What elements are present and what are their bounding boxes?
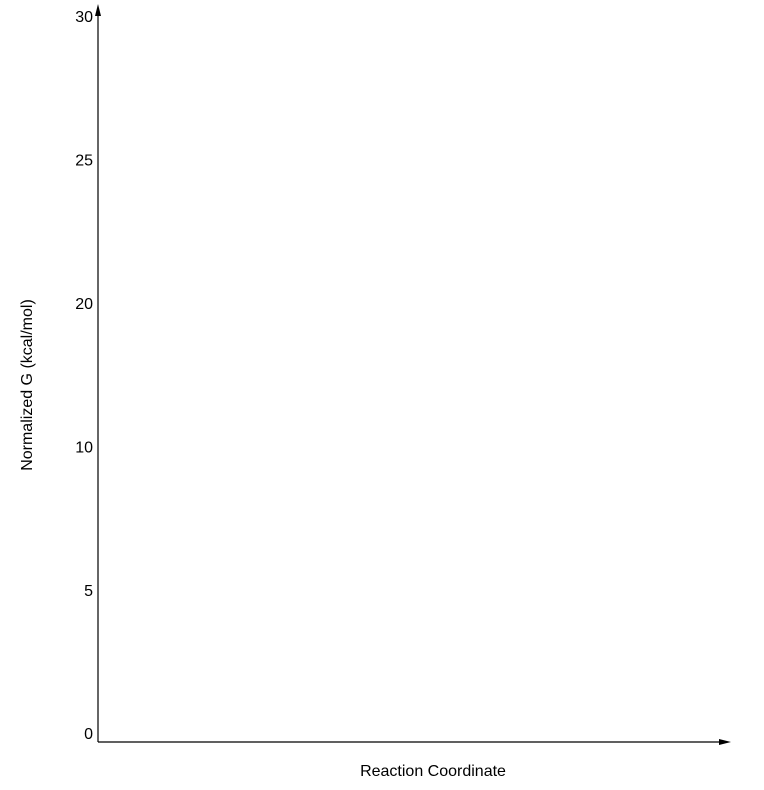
y-tick-label: 20 (75, 296, 93, 313)
y-tick-label: 30 (75, 9, 93, 26)
x-axis-arrow (719, 739, 731, 745)
y-tick-label: 5 (84, 583, 93, 600)
y-tick-labels: 0 5 10 20 25 30 (75, 9, 93, 743)
x-axis-label: Reaction Coordinate (360, 763, 506, 780)
y-tick-label: 0 (84, 726, 93, 743)
y-axis-label: Normalized G (kcal/mol) (19, 299, 36, 471)
y-tick-label: 10 (75, 439, 93, 456)
y-tick-label: 25 (75, 153, 93, 170)
y-axis-arrow (95, 4, 101, 16)
